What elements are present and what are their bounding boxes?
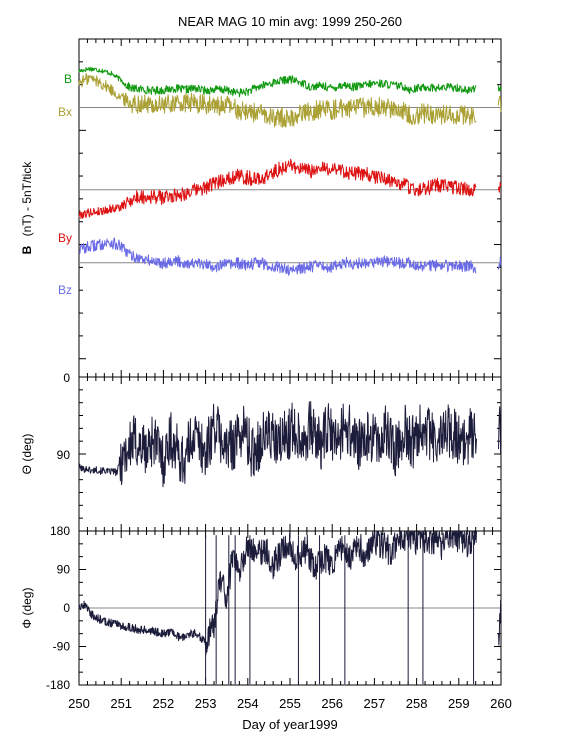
field-panel: B Bx By Bz 0 B (nT) - 5nT/tick: [20, 38, 502, 385]
field-series-labels: B Bx By Bz: [58, 72, 72, 297]
phi-trace: [78, 530, 502, 685]
theta-panel-ticks: [78, 377, 502, 531]
trace-B: [78, 66, 477, 98]
theta-y-axis-label: Θ (deg): [20, 434, 34, 475]
field-panel-ticks: [78, 38, 502, 377]
phi-y-tick-label: 0: [63, 601, 70, 615]
x-tick-label: 252: [153, 696, 175, 711]
series-label-B: B: [64, 72, 72, 86]
trace-Bx: [78, 73, 477, 128]
phi-line: [78, 530, 477, 655]
field-y-axis-label: B (nT) - 5nT/tick: [20, 161, 34, 255]
x-tick-labels: 250 251 252 253 254 255 256 257 258 259 260: [68, 696, 512, 711]
series-label-Bx: Bx: [58, 105, 72, 119]
x-tick-label: 251: [110, 696, 132, 711]
series-label-Bz: Bz: [58, 283, 72, 297]
x-tick-label: 254: [237, 696, 259, 711]
x-tick-label: 257: [364, 696, 386, 711]
x-tick-label: 256: [321, 696, 343, 711]
trace-Bx: [497, 96, 502, 113]
x-tick-label: 259: [448, 696, 470, 711]
phi-panel: 180 90 0 -90 -180 Φ (deg): [20, 524, 502, 692]
theta-y-tick-label-90: 90: [57, 448, 71, 462]
x-tick-label: 258: [406, 696, 428, 711]
theta-line: [78, 401, 477, 488]
trace-Bz: [497, 256, 502, 270]
trace-B: [497, 85, 502, 92]
phi-y-tick-label: -180: [46, 678, 70, 692]
phi-y-tick-label: 90: [57, 563, 71, 577]
x-tick-label: 253: [195, 696, 217, 711]
theta-line: [498, 406, 502, 454]
x-tick-label: 255: [279, 696, 301, 711]
trace-By: [78, 158, 477, 219]
phi-line: [498, 599, 502, 646]
field-y-axis-label-bold: B: [20, 245, 34, 254]
x-tick-label: 250: [68, 696, 90, 711]
field-traces: [78, 66, 502, 276]
theta-panel: 90 Θ (deg): [20, 376, 502, 532]
phi-y-axis-label: Φ (deg): [20, 588, 34, 629]
trace-Bz: [78, 237, 477, 276]
phi-y-tick-label: -90: [53, 640, 71, 654]
theta-trace: [78, 401, 502, 488]
x-tick-label: 260: [490, 696, 512, 711]
field-panel-frame: [78, 38, 502, 378]
field-y-axis-label-rest: (nT) - 5nT/tick: [20, 161, 34, 237]
chart-title: NEAR MAG 10 min avg: 1999 250-260: [178, 14, 402, 29]
phi-y-tick-label: 180: [50, 524, 70, 538]
x-axis-label: Day of year1999: [242, 717, 337, 732]
series-label-By: By: [58, 231, 72, 245]
field-y-tick-label-0: 0: [63, 371, 70, 385]
phi-y-tick-labels: 180 90 0 -90 -180: [46, 524, 70, 692]
trace-By: [497, 181, 502, 193]
phi-panel-ticks: [78, 531, 502, 685]
